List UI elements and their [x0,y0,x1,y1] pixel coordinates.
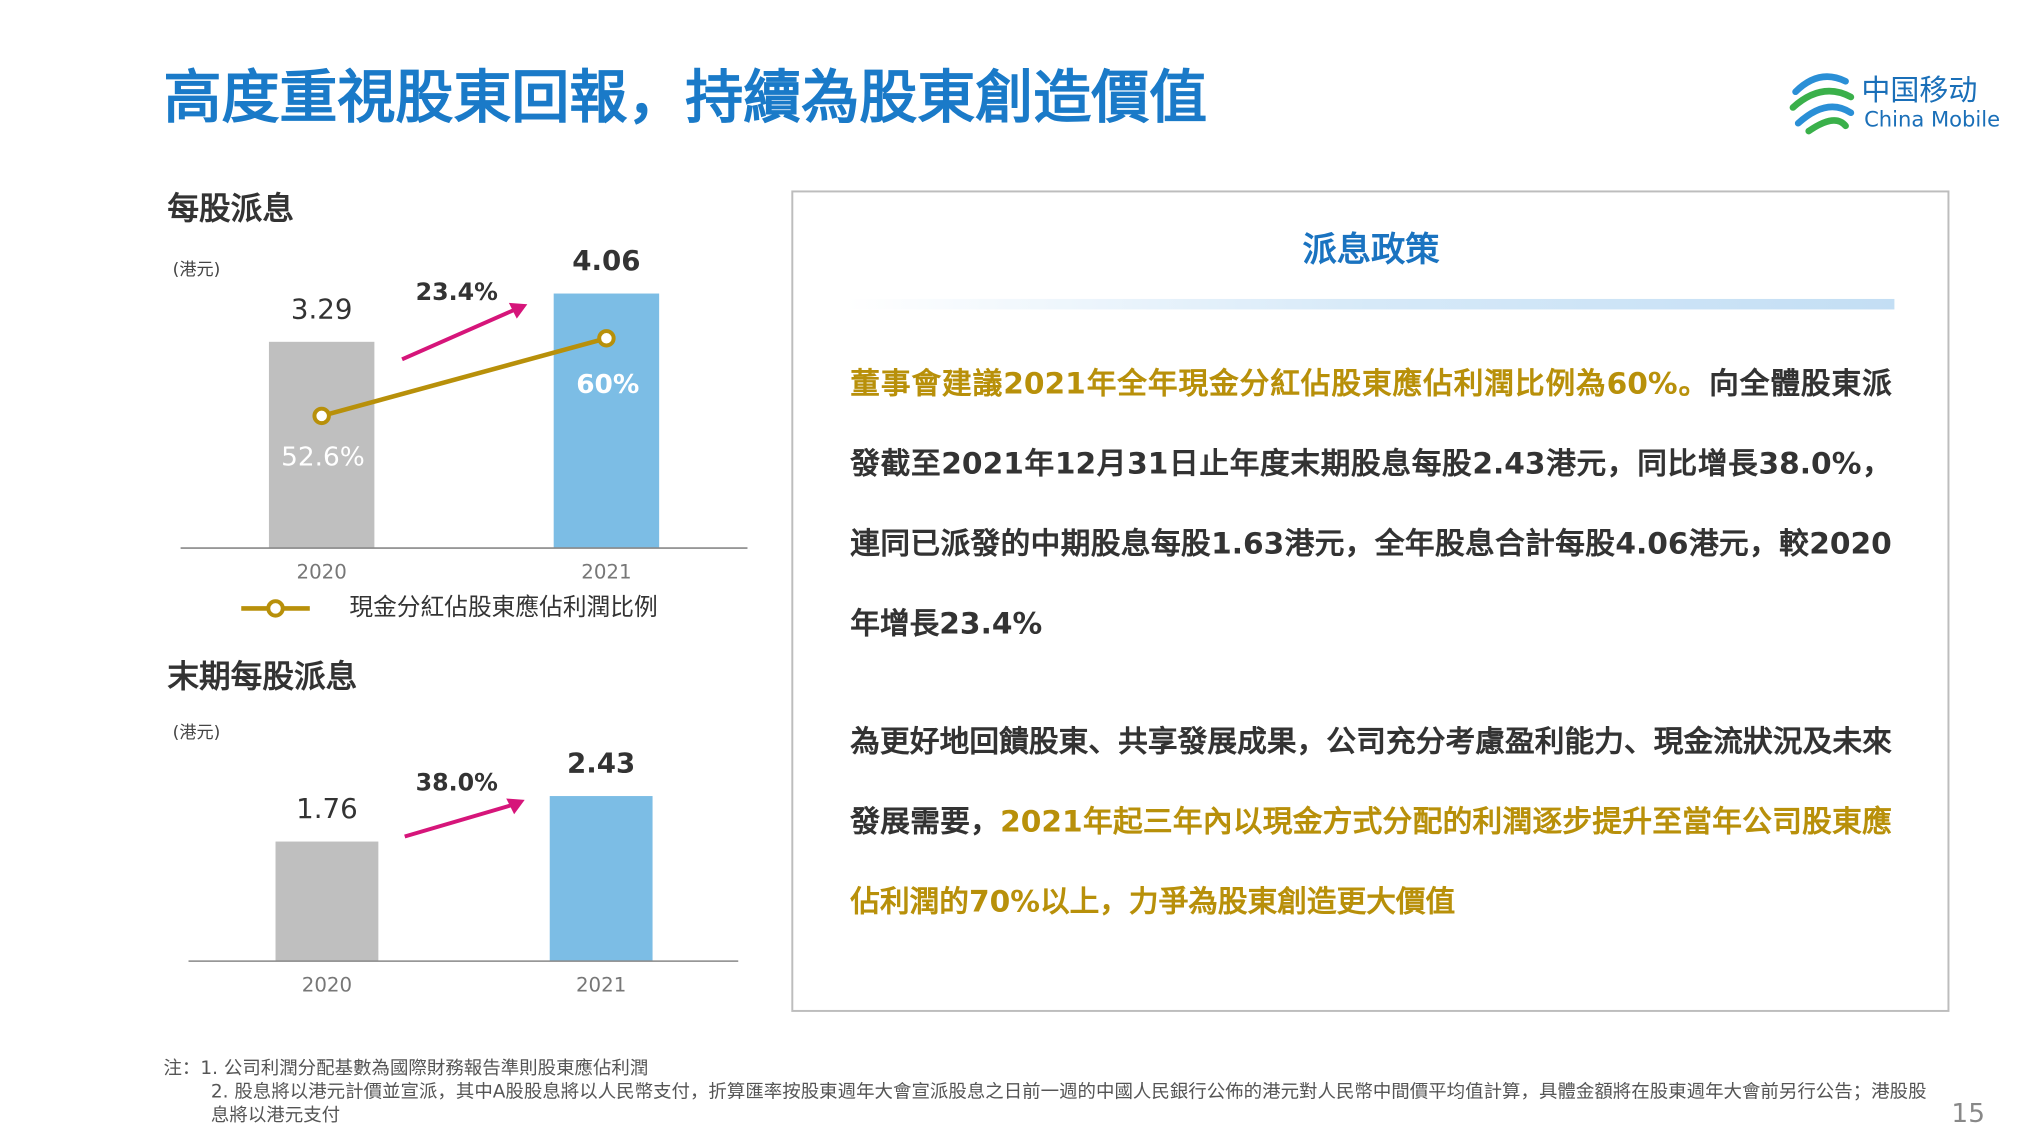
logo-text: 中国移动 [1861,73,1977,107]
bar-value-label: 1.76 [296,792,358,825]
text-segment: 向全體股東派發截至2021年12月31日止年度末期股息每股2.43港元，同比增長… [850,367,1892,642]
footnote: 2. 股息將以港元計價並宣派，其中A股股息將以人民幣支付，折算匯率按股東週年大會… [210,1081,1927,1127]
x-tick-label: 2021 [576,974,626,997]
policy-panel [791,190,1950,1012]
footnote: 注：1. 公司利潤分配基數為國際財務報告準則股東應佔利潤 [163,1058,649,1080]
legend-label: 現金分紅佔股東應佔利潤比例 [349,593,657,621]
growth-label: 23.4% [416,278,498,306]
legend-marker [266,599,285,618]
logo-icon [1789,73,1855,135]
line-point [312,406,331,426]
growth-arrow [401,306,518,362]
paragraph: 為更好地回饋股東、共享發展成果，公司充分考慮盈利能力、現金流狀況及未來發展需要，… [850,703,1891,943]
chart-title: 每股派息 [167,190,294,227]
unit-label: (港元) [173,260,221,280]
page-number: 15 [1951,1099,1985,1129]
panel-divider [846,298,1895,310]
text-segment: 董事會建議2021年全年現金分紅佔股東應佔利潤比例為60%。 [850,367,1710,402]
bar-value-label: 2.43 [567,747,635,780]
paragraph: 董事會建議2021年全年現金分紅佔股東應佔利潤比例為60%。向全體股東派發截至2… [850,345,1891,665]
line-value-label: 60% [576,370,639,400]
growth-arrow [404,802,515,839]
line-point [597,329,616,348]
bar-value-label: 3.29 [291,292,353,325]
unit-label: (港元) [173,723,221,743]
slide-title: 高度重視股東回報，持續為股東創造價值 [163,63,1207,131]
x-tick-label: 2020 [302,974,352,997]
text-segment: 2021年起三年內以現金方式分配的利潤逐步提升至當年公司股東應佔利潤的70%以上… [850,805,1892,920]
bar [268,341,375,549]
growth-label: 38.0% [416,769,498,797]
x-tick-label: 2021 [581,561,631,584]
bar [275,841,379,962]
logo-text-en: China Mobile [1864,107,2000,132]
bar-value-label: 4.06 [572,244,640,277]
panel-title: 派息政策 [1303,230,1441,270]
growth-arrowhead [508,302,528,319]
x-tick-label: 2020 [297,561,347,584]
line-series [321,336,608,419]
chart-title: 末期每股派息 [167,658,357,695]
text-segment: 為更好地回饋股東、共享發展成果，公司充分考慮盈利能力、現金流狀況及未來發展需要， [850,725,1892,840]
growth-arrowhead [506,798,525,815]
bar [549,796,653,962]
line-value-label: 52.6% [281,442,365,472]
